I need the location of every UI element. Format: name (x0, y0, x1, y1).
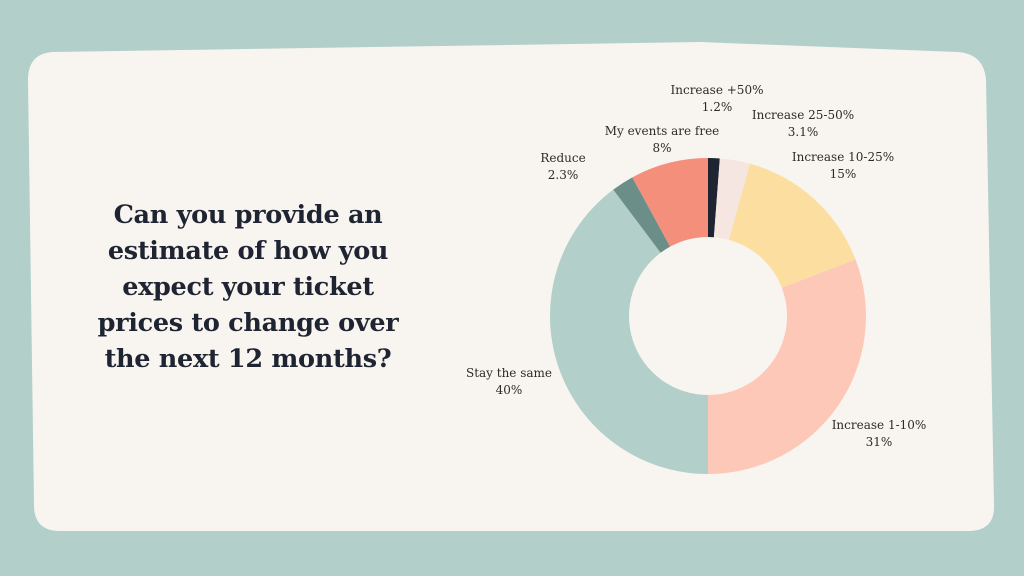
slice-increase-50 (708, 158, 720, 238)
slice-value: 15% (830, 167, 857, 181)
slice-increase-25-50 (713, 158, 750, 240)
slice-label: Increase 10-25% (792, 150, 894, 164)
slice-label: Increase +50% (671, 83, 764, 97)
slice-value: 2.3% (548, 168, 579, 182)
slice-reduce (613, 177, 671, 253)
donut-slices (550, 158, 866, 474)
slice-label: Stay the same (466, 366, 552, 380)
question-heading: Can you provide an estimate of how you e… (97, 200, 399, 374)
slice-increase-10-25 (728, 163, 856, 288)
slice-label: Increase 25-50% (752, 108, 854, 122)
slice-labels: Increase +50% 1.2% Increase 25-50% 3.1% Incr… (466, 83, 926, 449)
slice-label: Increase 1-10% (832, 418, 927, 432)
slice-value: 8% (652, 141, 671, 155)
slice-stay-the-same (550, 189, 708, 474)
slice-value: 3.1% (788, 125, 819, 139)
slice-label: Reduce (540, 151, 585, 165)
slice-increase-1-10 (708, 259, 866, 474)
slice-label: My events are free (605, 124, 720, 138)
slice-value: 31% (866, 435, 893, 449)
slice-value: 40% (496, 383, 523, 397)
slice-my-events-are-free (632, 158, 708, 247)
slice-value: 1.2% (702, 100, 733, 114)
